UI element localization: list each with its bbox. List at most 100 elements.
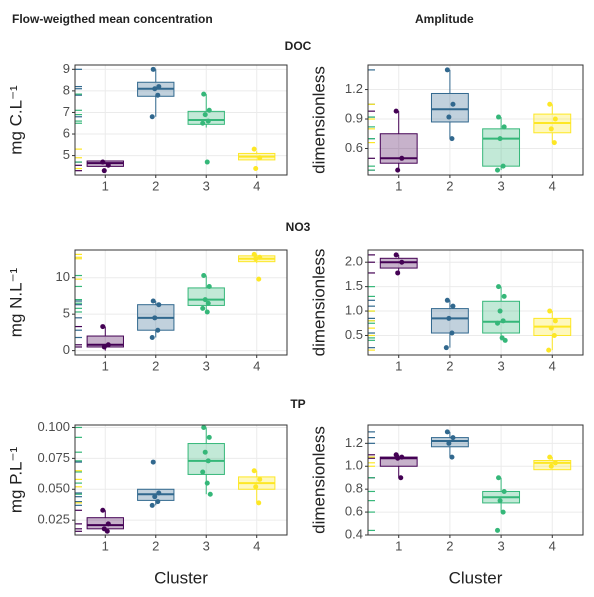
x-tick-label: 4 — [253, 358, 260, 373]
point — [205, 300, 211, 306]
point — [200, 120, 206, 126]
y-tick-label: 0.100 — [37, 419, 70, 434]
y-tick-label: 5 — [63, 147, 70, 162]
x-tick-label: 4 — [549, 178, 556, 193]
x-tick-label: 2 — [152, 178, 159, 193]
y-tick-label: 0.9 — [345, 110, 363, 125]
x-tick-label: 1 — [395, 178, 402, 193]
point — [149, 335, 155, 340]
panel-background — [368, 65, 583, 175]
point — [206, 283, 212, 289]
column-title: Amplitude — [415, 12, 474, 26]
point — [443, 345, 449, 351]
point — [399, 454, 405, 460]
point — [398, 475, 404, 481]
y-tick-label: 1.0 — [345, 302, 363, 317]
y-tick-label: 1.2 — [345, 435, 363, 450]
point — [149, 502, 155, 508]
point — [253, 166, 259, 172]
point — [204, 309, 210, 315]
y-axis-label: dimensionless — [309, 426, 328, 534]
point — [446, 315, 452, 321]
panel-background — [75, 250, 287, 355]
point — [552, 116, 558, 122]
point — [501, 124, 507, 130]
point — [100, 507, 106, 513]
x-tick-label: 3 — [203, 178, 210, 193]
point — [552, 318, 558, 324]
box — [187, 110, 225, 125]
point — [496, 475, 502, 481]
row-title: TP — [290, 397, 305, 411]
x-tick-label: 4 — [549, 538, 556, 553]
point — [100, 324, 106, 330]
point — [257, 155, 263, 161]
point — [548, 126, 554, 132]
point — [449, 330, 455, 336]
point — [253, 484, 259, 490]
x-tick-label: 3 — [497, 178, 504, 193]
panel-background — [75, 425, 287, 535]
point — [497, 498, 503, 504]
y-tick-label: 0.8 — [345, 481, 363, 496]
point — [497, 308, 503, 314]
point — [155, 92, 161, 98]
point — [201, 273, 207, 279]
y-tick-label: 1.0 — [345, 458, 363, 473]
point — [156, 490, 162, 496]
box — [187, 287, 225, 306]
point — [546, 347, 552, 353]
panel-border — [74, 64, 288, 176]
x-tick-label: 3 — [203, 538, 210, 553]
point — [551, 332, 557, 338]
panel-border — [74, 424, 288, 536]
point — [251, 251, 257, 257]
point — [548, 325, 554, 331]
point — [152, 494, 158, 500]
point — [155, 327, 161, 333]
point — [204, 480, 210, 486]
point — [444, 429, 450, 435]
point — [150, 459, 156, 465]
point — [393, 108, 399, 114]
point — [495, 527, 501, 533]
point — [253, 256, 259, 262]
point — [393, 252, 399, 258]
point — [251, 146, 257, 152]
y-tick-label: 9 — [63, 61, 70, 76]
point — [251, 468, 257, 474]
x-tick-label: 1 — [102, 178, 109, 193]
point — [446, 440, 452, 446]
point — [500, 163, 506, 169]
point — [501, 488, 507, 494]
y-axis-label: mg P.L⁻¹ — [6, 447, 25, 514]
x-axis-label: Cluster — [154, 568, 208, 587]
point — [256, 276, 262, 282]
point — [551, 140, 557, 146]
y-tick-label: 5 — [63, 306, 70, 321]
point — [547, 454, 553, 460]
point — [155, 499, 161, 505]
point — [101, 344, 107, 350]
x-tick-label: 4 — [549, 358, 556, 373]
y-tick-label: 0.050 — [37, 481, 70, 496]
point — [548, 463, 554, 469]
box — [482, 300, 521, 334]
point — [206, 434, 212, 440]
x-tick-label: 2 — [152, 358, 159, 373]
column-title: Flow-weigthed mean concentration — [12, 12, 213, 26]
row-title: DOC — [285, 39, 312, 53]
point — [399, 155, 405, 161]
point — [395, 270, 401, 276]
point — [101, 168, 107, 174]
point — [256, 500, 262, 506]
point — [105, 521, 111, 527]
x-tick-label: 2 — [446, 358, 453, 373]
point — [496, 284, 502, 290]
y-tick-label: 1.2 — [345, 81, 363, 96]
x-tick-label: 4 — [253, 538, 260, 553]
y-tick-label: 0.4 — [345, 526, 363, 541]
point — [444, 297, 450, 303]
point — [552, 460, 558, 466]
